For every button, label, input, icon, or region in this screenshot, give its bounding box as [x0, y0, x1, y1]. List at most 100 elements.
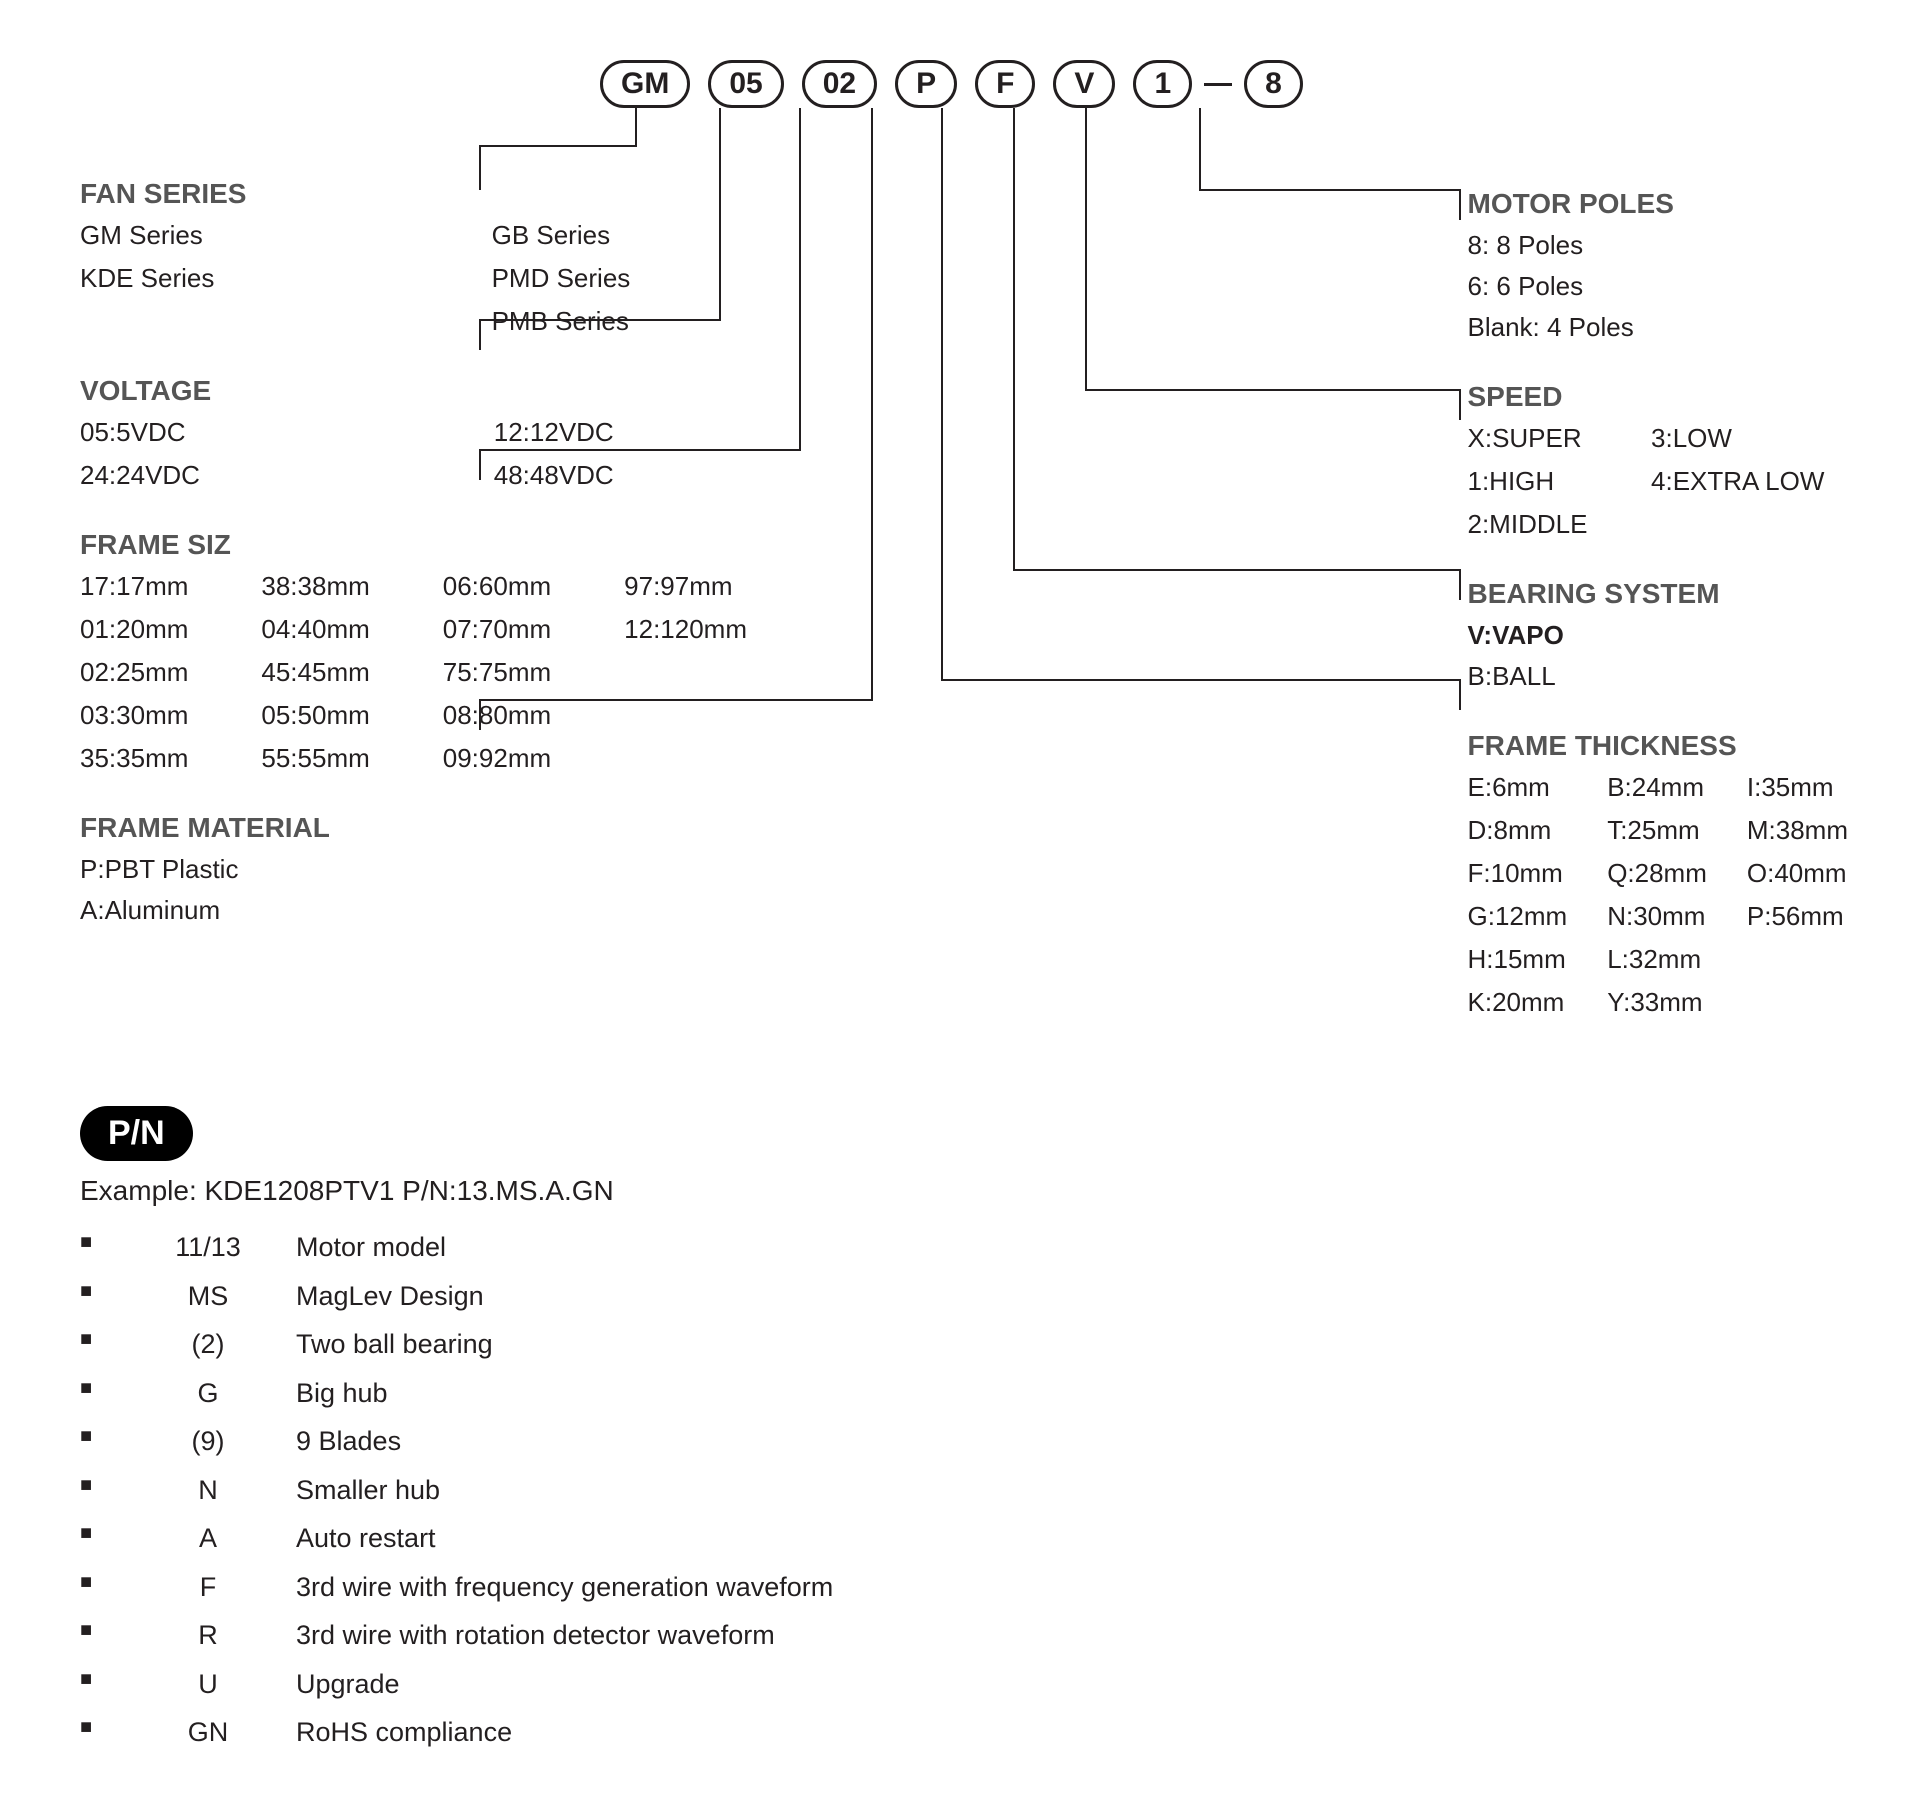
list-item: G:12mm [1468, 897, 1568, 936]
pn-desc: Two ball bearing [296, 1324, 1848, 1365]
list-item: 03:30mm [80, 696, 221, 735]
pill-dash [1204, 83, 1232, 86]
pn-bullet: ■ [80, 1373, 120, 1414]
list-item: K:20mm [1468, 983, 1568, 1022]
pn-bullet: ■ [80, 1712, 120, 1753]
list-item: PMB Series [492, 302, 868, 341]
pill-5: F [975, 60, 1035, 108]
pn-bullet: ■ [80, 1470, 120, 1511]
list-item: Y:33mm [1607, 983, 1707, 1022]
frame-size-title: FRAME SIZ [80, 529, 868, 561]
pn-code: A [148, 1518, 268, 1559]
list-item: 04:40mm [261, 610, 402, 649]
list-item: 07:70mm [443, 610, 584, 649]
list-item [624, 653, 780, 692]
list-item: 97:97mm [624, 567, 780, 606]
frame-thickness-section: FRAME THICKNESS E:6mmB:24mmI:35mmD:8mmT:… [1468, 730, 1849, 1022]
list-item: PMD Series [492, 259, 868, 298]
list-item: GB Series [492, 216, 868, 255]
list-item [1747, 940, 1848, 979]
pill-2: 05 [708, 60, 783, 108]
list-item: P:56mm [1747, 897, 1848, 936]
pn-code: G [148, 1373, 268, 1414]
pn-desc: Motor model [296, 1227, 1848, 1268]
list-item: E:6mm [1468, 768, 1568, 807]
bearing-title: BEARING SYSTEM [1468, 578, 1849, 610]
pill-1: GM [600, 60, 690, 108]
voltage-section: VOLTAGE 05:5VDC 12:12VDC 24:24VDC 48:48VDC [80, 375, 868, 495]
pn-bullet: ■ [80, 1421, 120, 1462]
list-item: M:38mm [1747, 811, 1848, 850]
list-item: 01:20mm [80, 610, 221, 649]
frame-material-section: FRAME MATERIAL P:PBT PlasticA:Aluminum [80, 812, 868, 930]
pill-6: V [1053, 60, 1115, 108]
list-item [624, 739, 780, 778]
pill-3: 02 [802, 60, 877, 108]
list-item: 12:120mm [624, 610, 780, 649]
list-item: 24:24VDC [80, 456, 454, 495]
pn-desc: 3rd wire with rotation detector waveform [296, 1615, 1848, 1656]
list-item: 8: 8 Poles [1468, 226, 1849, 265]
bearing-section: BEARING SYSTEM V:VAPOB:BALL [1468, 578, 1849, 696]
list-item: A:Aluminum [80, 891, 868, 930]
frame-material-title: FRAME MATERIAL [80, 812, 868, 844]
list-item [1747, 983, 1848, 1022]
pill-4: P [895, 60, 957, 108]
frame-size-section: FRAME SIZ 17:17mm38:38mm06:60mm97:97mm01… [80, 529, 868, 778]
pn-desc: 3rd wire with frequency generation wavef… [296, 1567, 1848, 1608]
pn-bullet: ■ [80, 1227, 120, 1268]
speed-section: SPEED X:SUPER3:LOW1:HIGH4:EXTRA LOW2:MID… [1468, 381, 1849, 544]
list-item: B:BALL [1468, 657, 1849, 696]
pn-bullet: ■ [80, 1664, 120, 1705]
frame-thickness-title: FRAME THICKNESS [1468, 730, 1849, 762]
list-item: 75:75mm [443, 653, 584, 692]
list-item: 17:17mm [80, 567, 221, 606]
list-item: 48:48VDC [494, 456, 868, 495]
list-item: 45:45mm [261, 653, 402, 692]
pn-desc: RoHS compliance [296, 1712, 1848, 1753]
motor-poles-title: MOTOR POLES [1468, 188, 1849, 220]
list-item: O:40mm [1747, 854, 1848, 893]
list-item: Q:28mm [1607, 854, 1707, 893]
code-pills-row: GM 05 02 P F V 1 8 [600, 60, 1848, 108]
list-item: 08:80mm [443, 696, 584, 735]
list-item: 55:55mm [261, 739, 402, 778]
list-item: 38:38mm [261, 567, 402, 606]
list-item [624, 696, 780, 735]
list-item: L:32mm [1607, 940, 1707, 979]
pn-desc: MagLev Design [296, 1276, 1848, 1317]
pn-bullet: ■ [80, 1615, 120, 1656]
pn-code: U [148, 1664, 268, 1705]
list-item: T:25mm [1607, 811, 1707, 850]
pill-8: 8 [1244, 60, 1303, 108]
pn-desc: Big hub [296, 1373, 1848, 1414]
pn-bullet: ■ [80, 1276, 120, 1317]
list-item: KDE Series [80, 259, 452, 298]
fan-series-title: FAN SERIES [80, 178, 868, 210]
list-item: N:30mm [1607, 897, 1707, 936]
list-item [1651, 505, 1848, 544]
list-item: B:24mm [1607, 768, 1707, 807]
list-item: 4:EXTRA LOW [1651, 462, 1848, 501]
list-item: 35:35mm [80, 739, 221, 778]
pill-7: 1 [1133, 60, 1192, 108]
voltage-title: VOLTAGE [80, 375, 868, 407]
list-item: H:15mm [1468, 940, 1568, 979]
list-item: 12:12VDC [494, 413, 868, 452]
pn-desc: 9 Blades [296, 1421, 1848, 1462]
pn-desc: Smaller hub [296, 1470, 1848, 1511]
pn-code: N [148, 1470, 268, 1511]
pn-code: GN [148, 1712, 268, 1753]
pn-code: (2) [148, 1324, 268, 1365]
list-item: 1:HIGH [1468, 462, 1612, 501]
motor-poles-section: MOTOR POLES 8: 8 Poles6: 6 PolesBlank: 4… [1468, 188, 1849, 347]
pn-code: (9) [148, 1421, 268, 1462]
speed-title: SPEED [1468, 381, 1849, 413]
pn-section: P/N Example: KDE1208PTV1 P/N:13.MS.A.GN … [80, 1106, 1848, 1753]
list-item: 05:5VDC [80, 413, 454, 452]
list-item: 02:25mm [80, 653, 221, 692]
pn-desc: Auto restart [296, 1518, 1848, 1559]
list-item: 05:50mm [261, 696, 402, 735]
list-item: X:SUPER [1468, 419, 1612, 458]
pn-code: R [148, 1615, 268, 1656]
